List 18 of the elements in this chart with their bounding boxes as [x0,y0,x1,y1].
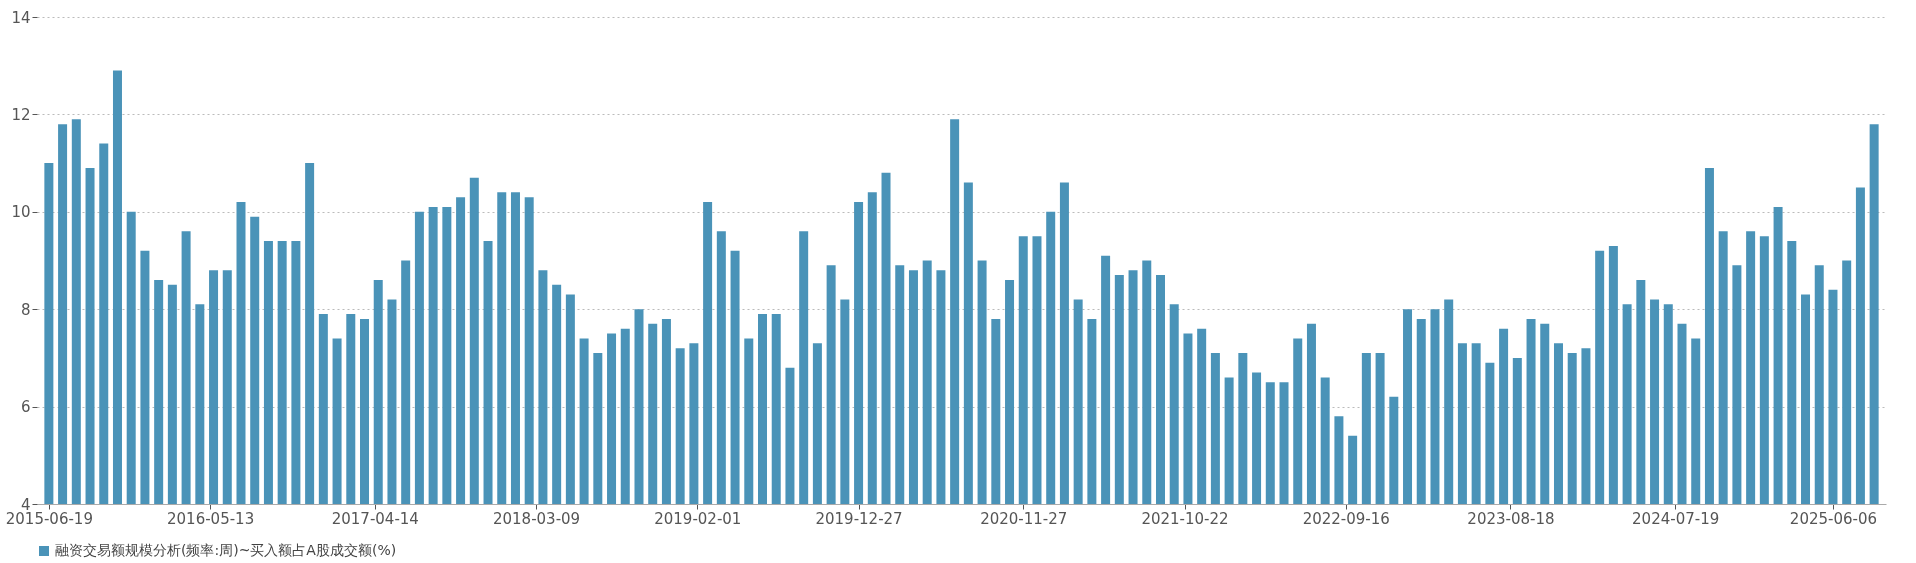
x-tick-label: 2022-09-16 [1302,509,1390,528]
x-tick-label: 2020-11-27 [980,509,1068,528]
y-tick-label: 14 [11,8,31,27]
x-tick-label: 2024-07-19 [1632,509,1720,528]
legend-label: 融资交易额规模分析(频率:周)~买入额占A股成交额(%) [55,542,397,558]
y-tick-label: 10 [11,203,31,222]
x-tick-label: 2025-06-06 [1789,509,1878,528]
x-tick-label: 2016-05-13 [167,509,255,528]
x-tick-label: 2019-12-27 [815,509,903,528]
x-tick-label: 2015-06-19 [5,509,93,528]
y-tick-label: 12 [11,105,31,124]
x-tick-label: 2021-10-22 [1141,509,1229,528]
x-tick-label: 2018-03-09 [492,509,581,528]
y-tick-label: 8 [20,300,31,319]
y-tick-label: 6 [20,398,31,417]
x-tick-label: 2019-02-01 [654,509,742,528]
x-tick-label: 2017-04-14 [331,509,419,528]
x-tick-label: 2023-08-18 [1467,509,1555,528]
